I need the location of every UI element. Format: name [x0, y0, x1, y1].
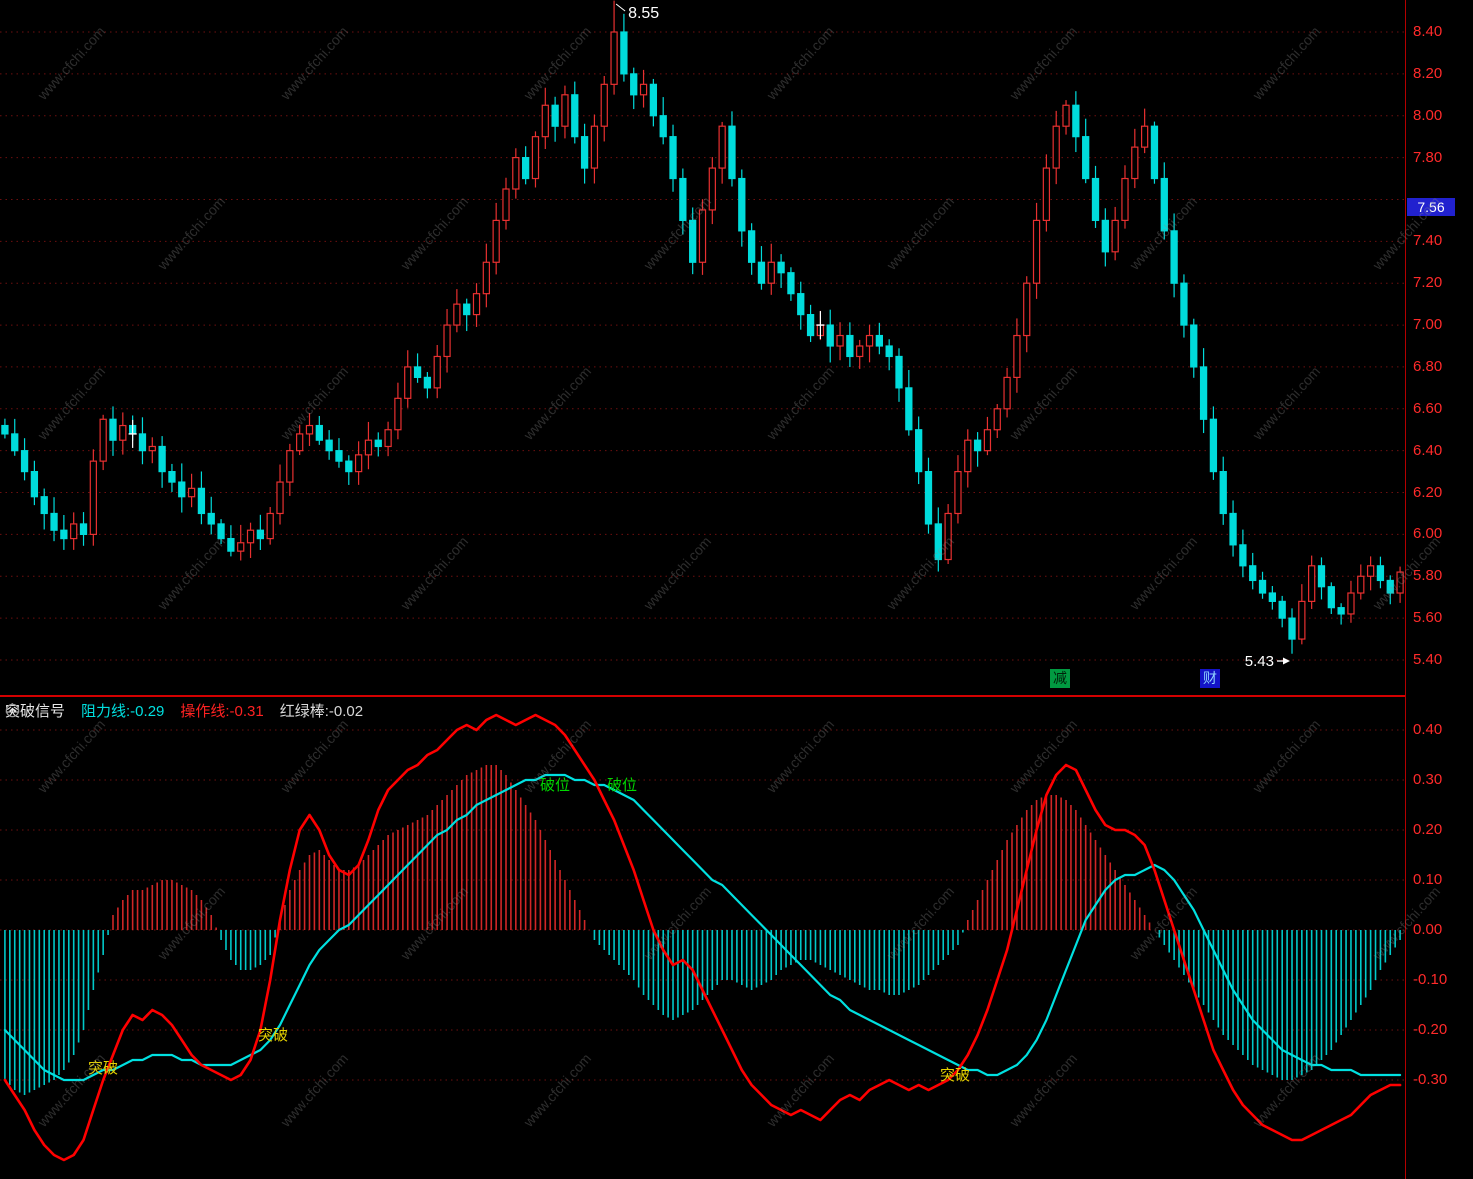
sub-axis-tick: -0.30	[1413, 1071, 1448, 1088]
signal-label-破位: 破位	[540, 777, 570, 794]
resistance-line	[3, 773, 1402, 1082]
signal-label-突破: 突破	[258, 1027, 288, 1044]
main-axis-tick: 7.20	[1413, 274, 1443, 292]
histogram-bars	[4, 765, 1401, 1095]
main-axis-tick: 5.80	[1413, 567, 1443, 585]
main-axis-tick: 6.20	[1413, 483, 1443, 501]
main-axis-tick: 7.00	[1413, 316, 1443, 334]
main-axis-tick: 5.60	[1413, 609, 1443, 627]
trough-price-label: 5.43	[1245, 653, 1274, 670]
main-axis-tick: 6.80	[1413, 357, 1443, 375]
marker-badge-reduce[interactable]: 减	[1050, 669, 1070, 688]
peak-leader-line	[615, 3, 626, 12]
main-axis-tick: 8.40	[1413, 23, 1443, 40]
main-axis-tick: 6.40	[1413, 441, 1443, 459]
main-axis-tick: 6.00	[1413, 525, 1443, 543]
indicator-header: 突破信号 阻力线:-0.29 操作线:-0.31 红绿棒:-0.02	[5, 700, 363, 720]
sub-axis-tick: 0.10	[1413, 871, 1443, 888]
signal-label-突破: 突破	[88, 1060, 118, 1077]
legend-operation-line: 操作线:-0.31	[180, 702, 264, 720]
signal-label-突破: 突破	[940, 1067, 970, 1084]
sub-axis-tick: 0.40	[1413, 721, 1443, 738]
panel-divider	[0, 695, 1473, 697]
candlestick-chart[interactable]: 8.55 5.43	[0, 0, 1405, 697]
marker-badge-cai[interactable]: 财	[1200, 669, 1220, 688]
current-price-tag: 7.56	[1407, 197, 1455, 216]
indicator-icon[interactable]	[5, 703, 20, 718]
main-axis-tick: 8.00	[1413, 106, 1443, 124]
sub-axis-tick: -0.10	[1413, 971, 1448, 988]
indicator-title: 突破信号	[5, 702, 66, 720]
candles	[1, 0, 1404, 654]
main-axis-tick: 6.60	[1413, 399, 1443, 417]
signal-label-破位: 破位	[607, 777, 637, 794]
operation-line	[3, 713, 1402, 1162]
sub-axis-tick: 0.30	[1413, 771, 1443, 788]
sub-axis-tick: -0.20	[1413, 1021, 1448, 1038]
sub-gridlines	[0, 729, 1405, 1081]
peak-price-label: 8.55	[628, 5, 659, 22]
price-axis: 8.40 8.20 8.00 7.80 7.40 7.20 7.00 6.80 6.60 6.40…	[1405, 0, 1473, 1179]
legend-histogram: 红绿棒:-0.02	[279, 702, 364, 720]
main-axis-tick: 7.80	[1413, 148, 1443, 166]
main-axis-tick: 5.40	[1413, 650, 1443, 668]
main-axis-tick: 8.20	[1413, 64, 1443, 82]
main-axis-tick: 7.40	[1413, 232, 1443, 250]
sub-axis-tick: 0.20	[1413, 821, 1443, 838]
sub-axis-tick: 0.00	[1413, 921, 1443, 938]
legend-resistance-line: 阻力线:-0.29	[81, 702, 165, 720]
